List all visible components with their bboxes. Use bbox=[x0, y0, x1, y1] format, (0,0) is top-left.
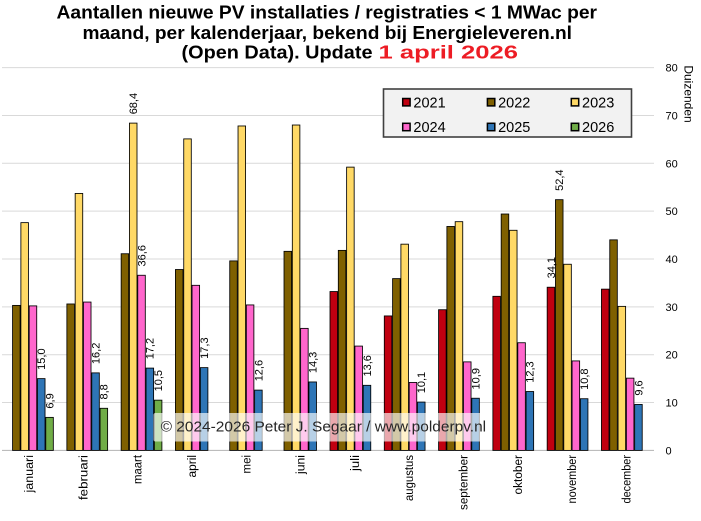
svg-text:36,6: 36,6 bbox=[136, 245, 148, 266]
svg-text:10,5: 10,5 bbox=[153, 370, 165, 391]
svg-text:0: 0 bbox=[666, 445, 672, 457]
svg-text:14,3: 14,3 bbox=[308, 352, 320, 373]
svg-text:augustus: augustus bbox=[404, 455, 416, 501]
svg-text:16,2: 16,2 bbox=[90, 343, 102, 364]
svg-text:december: december bbox=[621, 455, 633, 504]
svg-text:2026: 2026 bbox=[582, 120, 614, 136]
svg-text:12,3: 12,3 bbox=[525, 361, 537, 382]
svg-text:70: 70 bbox=[666, 110, 678, 122]
svg-text:juni: juni bbox=[296, 455, 308, 475]
svg-text:12,6: 12,6 bbox=[253, 360, 265, 381]
svg-text:(Open Data). Update: (Open Data). Update bbox=[182, 42, 373, 62]
svg-text:40: 40 bbox=[666, 254, 678, 266]
svg-text:60: 60 bbox=[666, 158, 678, 170]
svg-text:30: 30 bbox=[666, 302, 678, 314]
svg-text:10,1: 10,1 bbox=[416, 372, 428, 393]
svg-text:2022: 2022 bbox=[498, 95, 530, 111]
svg-text:oktober: oktober bbox=[513, 455, 525, 495]
svg-text:januari: januari bbox=[24, 455, 36, 494]
svg-text:9,6: 9,6 bbox=[633, 380, 645, 395]
svg-text:juli: juli bbox=[350, 455, 362, 472]
svg-text:10,9: 10,9 bbox=[470, 368, 482, 389]
svg-text:september: september bbox=[458, 455, 470, 510]
svg-text:68,4: 68,4 bbox=[128, 93, 140, 114]
svg-text:maand, per kalenderjaar, beken: maand, per kalenderjaar, bekend bij Ener… bbox=[83, 23, 573, 43]
svg-text:10,8: 10,8 bbox=[579, 368, 591, 389]
svg-text:1 april 2026: 1 april 2026 bbox=[379, 42, 519, 62]
svg-text:6,9: 6,9 bbox=[44, 393, 56, 408]
svg-text:2021: 2021 bbox=[413, 95, 445, 111]
svg-text:2024: 2024 bbox=[413, 120, 445, 136]
svg-text:2023: 2023 bbox=[582, 95, 614, 111]
svg-text:34,1: 34,1 bbox=[546, 257, 558, 278]
svg-text:52,4: 52,4 bbox=[554, 169, 566, 190]
svg-text:80: 80 bbox=[666, 63, 678, 75]
svg-text:2025: 2025 bbox=[498, 120, 530, 136]
svg-text:maart: maart bbox=[133, 454, 145, 484]
svg-text:10: 10 bbox=[666, 398, 678, 410]
svg-text:8,8: 8,8 bbox=[99, 384, 111, 399]
svg-text:17,3: 17,3 bbox=[199, 337, 211, 358]
svg-text:Aantallen nieuwe PV installat: Aantallen nieuwe PV installaties / regis… bbox=[57, 2, 598, 22]
svg-text:50: 50 bbox=[666, 206, 678, 218]
svg-text:20: 20 bbox=[666, 350, 678, 362]
svg-text:april: april bbox=[187, 455, 199, 478]
svg-text:© 2024-2026 Peter J. Segaar /: © 2024-2026 Peter J. Segaar / www.polder… bbox=[161, 419, 487, 436]
svg-text:mei: mei bbox=[241, 455, 253, 474]
svg-text:Duizenden: Duizenden bbox=[682, 65, 696, 122]
svg-text:17,2: 17,2 bbox=[145, 338, 157, 359]
svg-text:februari: februari bbox=[78, 455, 90, 500]
svg-text:november: november bbox=[567, 455, 579, 504]
svg-text:15,0: 15,0 bbox=[36, 348, 48, 369]
svg-text:13,6: 13,6 bbox=[362, 355, 374, 376]
